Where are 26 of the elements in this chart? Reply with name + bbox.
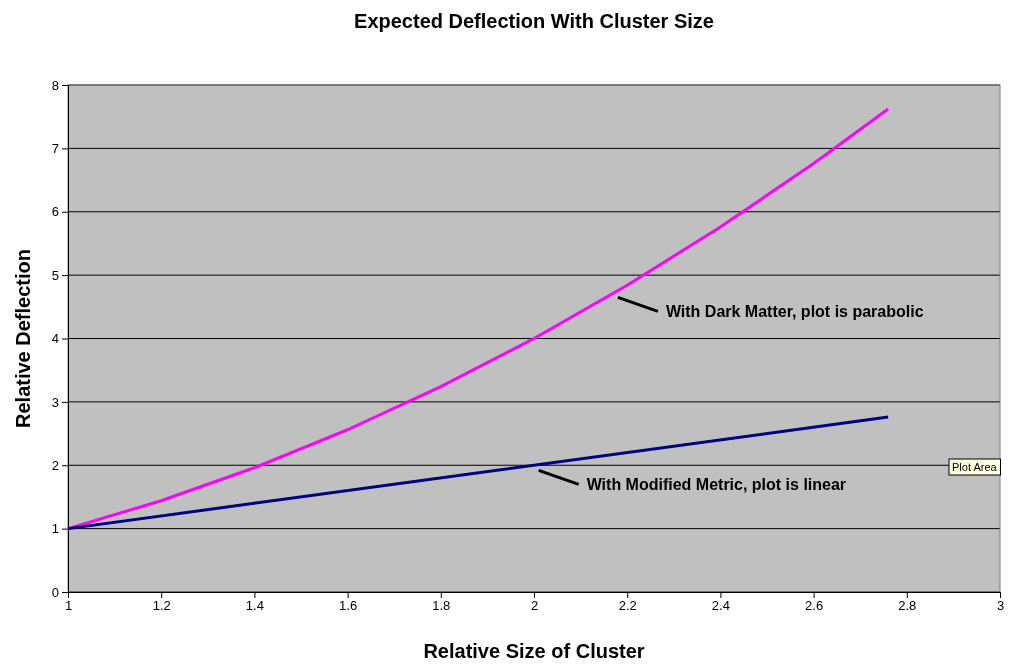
x-axis-title: Relative Size of Cluster xyxy=(423,640,645,662)
x-tick-label: 1.6 xyxy=(339,598,358,614)
y-tick-label: 0 xyxy=(51,584,59,600)
x-tick-label: 1 xyxy=(64,598,73,614)
y-tick-label: 2 xyxy=(51,457,59,473)
annotation: Plot Area xyxy=(952,461,998,473)
y-tick-label: 5 xyxy=(51,267,59,283)
x-tick-label: 1.8 xyxy=(432,598,451,614)
x-tick-label: 2 xyxy=(530,598,539,614)
x-tick-label: 2.8 xyxy=(898,598,917,614)
y-tick-label: 4 xyxy=(51,331,59,347)
x-tick-label: 2.4 xyxy=(711,598,730,614)
annotation: With Modified Metric, plot is linear xyxy=(586,476,847,494)
y-tick-label: 7 xyxy=(51,141,59,157)
x-tick-label: 3 xyxy=(996,598,1005,614)
x-tick-label: 2.6 xyxy=(805,598,824,614)
x-tick-label: 2.2 xyxy=(618,598,637,614)
x-tick-label: 1.4 xyxy=(245,598,264,614)
x-tick-label: 1.2 xyxy=(152,598,171,614)
chart-title: Expected Deflection With Cluster Size xyxy=(354,10,714,32)
y-tick-label: 1 xyxy=(51,521,59,537)
y-tick-label: 8 xyxy=(51,77,59,93)
y-axis-title: Relative Deflection xyxy=(12,249,34,428)
y-tick-label: 6 xyxy=(51,204,59,220)
y-tick-label: 3 xyxy=(51,394,59,410)
annotation: With Dark Matter, plot is parabolic xyxy=(665,303,924,321)
